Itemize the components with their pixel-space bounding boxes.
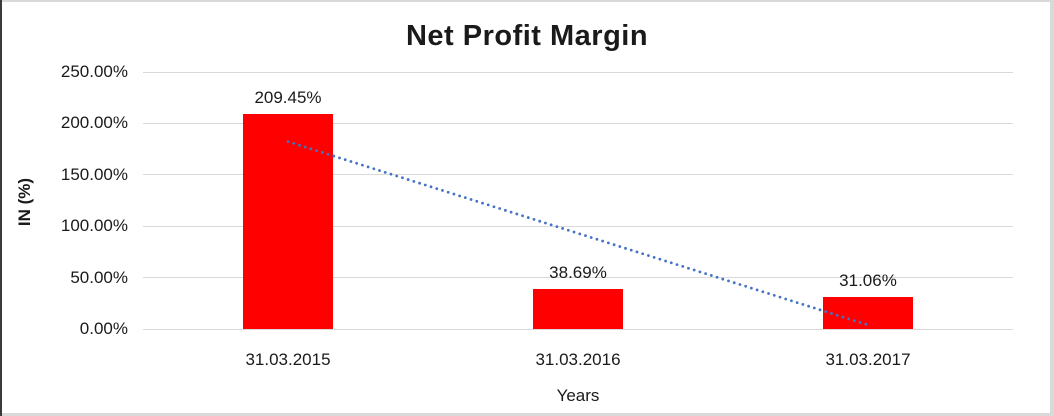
bar-data-label: 209.45% xyxy=(254,87,322,107)
y-tick-label: 50.00% xyxy=(70,267,128,287)
y-tick-label: 250.00% xyxy=(60,62,128,81)
chart-title: Net Profit Margin xyxy=(405,20,649,52)
frame-border-right xyxy=(1050,0,1054,416)
frame-border-bottom xyxy=(0,413,1054,416)
x-tick-label: 31.03.2015 xyxy=(245,350,331,369)
y-tick-label: 0.00% xyxy=(79,319,128,338)
gridline xyxy=(143,122,1013,124)
bar xyxy=(533,289,623,329)
frame-border-left xyxy=(0,0,2,416)
bar xyxy=(823,297,913,329)
gridline xyxy=(143,71,1013,73)
bar-data-label: 38.69% xyxy=(549,263,607,283)
bar xyxy=(243,113,333,329)
gridline xyxy=(143,328,1013,330)
x-tick-label: 31.03.2016 xyxy=(535,350,621,369)
y-tick-label: 150.00% xyxy=(60,164,128,184)
x-tick-label: 31.03.2017 xyxy=(825,350,911,369)
bar-data-label: 31.06% xyxy=(839,271,897,291)
y-tick-label: 200.00% xyxy=(60,113,128,133)
x-axis-title: Years xyxy=(556,386,600,405)
frame-border-top xyxy=(0,0,1054,2)
y-tick-label: 100.00% xyxy=(60,216,128,236)
